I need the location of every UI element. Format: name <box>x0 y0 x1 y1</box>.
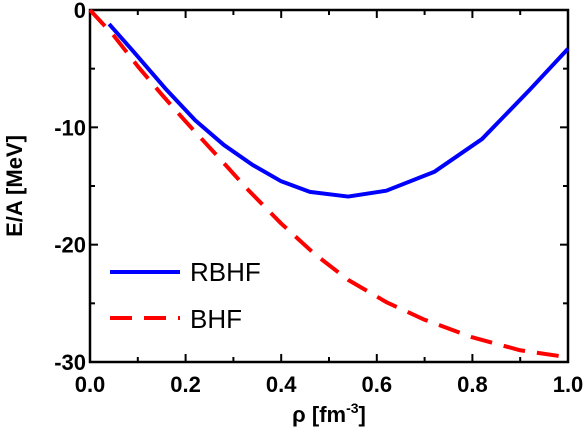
x-tick-label: 0.6 <box>362 372 393 397</box>
y-axis-label: E/A [MeV] <box>2 135 27 237</box>
legend-label-bhf: BHF <box>190 304 242 334</box>
y-tick-label: 0 <box>74 0 86 23</box>
x-axis-label: ρ [fm-3] <box>292 400 366 427</box>
series-line-rbhf <box>107 22 570 199</box>
y-tick-label: -10 <box>54 115 86 140</box>
series-group <box>88 8 570 360</box>
y-tick-label: -20 <box>54 233 86 258</box>
plot-frame <box>88 8 570 364</box>
x-tick-label: 0.2 <box>170 372 201 397</box>
x-tick-label: 0.4 <box>266 372 297 397</box>
axis-ticks <box>89 9 569 363</box>
x-tick-label: 0.0 <box>75 372 106 397</box>
x-tick-label: 1.0 <box>553 372 584 397</box>
series-line-bhf <box>88 8 569 360</box>
x-tick-label: 0.8 <box>457 372 488 397</box>
legend: RBHF BHF <box>110 257 261 334</box>
axis-tick-labels: 0.0 0.2 0.4 0.6 0.8 1.0 0 -10 -20 -30 <box>54 0 583 397</box>
legend-label-rbhf: RBHF <box>190 257 261 287</box>
y-tick-label: -30 <box>54 350 86 375</box>
x-axis-label-exponent: -3 <box>346 400 359 416</box>
